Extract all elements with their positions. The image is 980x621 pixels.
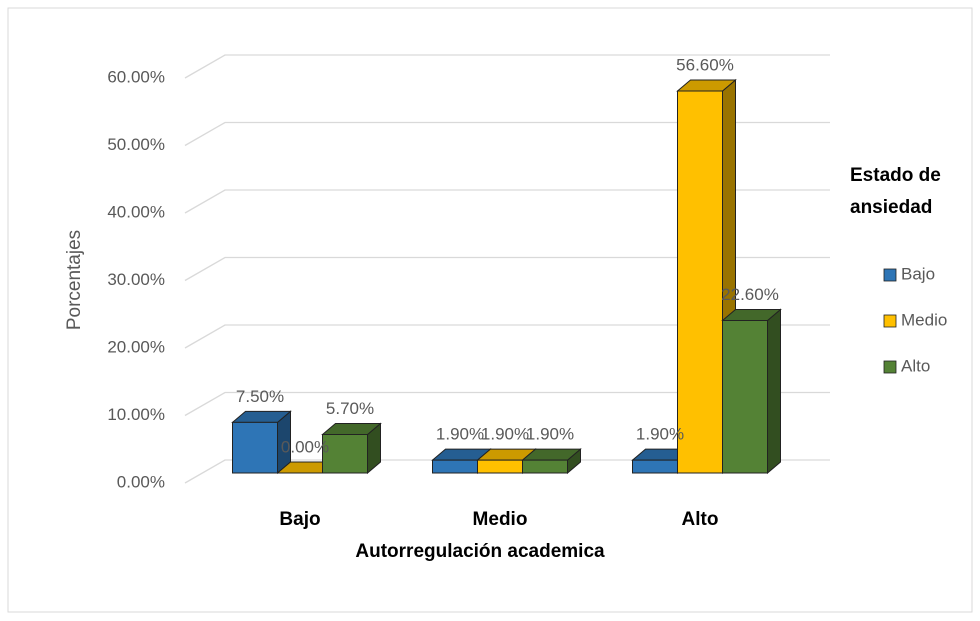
- grid-line: [184, 121, 830, 147]
- data-label: 1.90%: [526, 425, 574, 444]
- legend-label: Alto: [901, 356, 930, 375]
- data-label: 5.70%: [326, 399, 374, 418]
- bar-front: [477, 459, 523, 474]
- data-label: 1.90%: [636, 425, 684, 444]
- bar: [521, 448, 582, 475]
- grid-line: [184, 54, 830, 79]
- bar-front: [722, 319, 768, 474]
- data-label: 1.90%: [436, 425, 484, 444]
- data-label: 7.50%: [236, 387, 284, 406]
- bar-front: [322, 434, 368, 474]
- grid-line: [184, 391, 830, 417]
- bar: [231, 410, 292, 475]
- bar-front: [677, 90, 723, 474]
- bar-side: [767, 308, 781, 475]
- y-tick-label: 50.00%: [107, 135, 165, 154]
- y-tick-label: 0.00%: [117, 472, 165, 491]
- bar-front: [432, 459, 478, 474]
- x-tick-label: Bajo: [279, 509, 320, 530]
- data-label: 1.90%: [481, 425, 529, 444]
- bar-front: [522, 459, 568, 474]
- data-label: 0.00%: [281, 437, 329, 456]
- x-axis-title: Autorregulación academica: [355, 541, 605, 562]
- x-tick-label: Alto: [682, 509, 719, 530]
- y-tick-label: 40.00%: [107, 202, 165, 221]
- y-tick-label: 10.00%: [107, 405, 165, 424]
- legend-label: Medio: [901, 310, 947, 329]
- chart-border: [7, 7, 973, 613]
- x-tick-label: Medio: [473, 509, 528, 530]
- grid-line: [184, 189, 830, 214]
- data-label: 56.60%: [676, 55, 734, 74]
- data-label: 22.60%: [721, 285, 779, 304]
- bar-front: [632, 459, 678, 474]
- y-axis-title: Porcentajes: [64, 230, 85, 330]
- y-tick-label: 30.00%: [107, 270, 165, 289]
- y-tick-label: 60.00%: [107, 67, 165, 86]
- legend-swatch: [883, 360, 897, 374]
- legend-title: Estado de ansiedad: [850, 165, 941, 218]
- legend-label: Bajo: [901, 264, 935, 283]
- bar-front: [232, 421, 278, 474]
- legend-swatch: [883, 314, 897, 328]
- grid-line: [184, 459, 830, 484]
- grid-line: [184, 256, 830, 282]
- y-tick-label: 20.00%: [107, 337, 165, 356]
- bar: [321, 422, 382, 475]
- bar: [721, 308, 782, 475]
- grid-line: [184, 324, 830, 349]
- legend-swatch: [883, 268, 897, 282]
- bar: [476, 448, 537, 475]
